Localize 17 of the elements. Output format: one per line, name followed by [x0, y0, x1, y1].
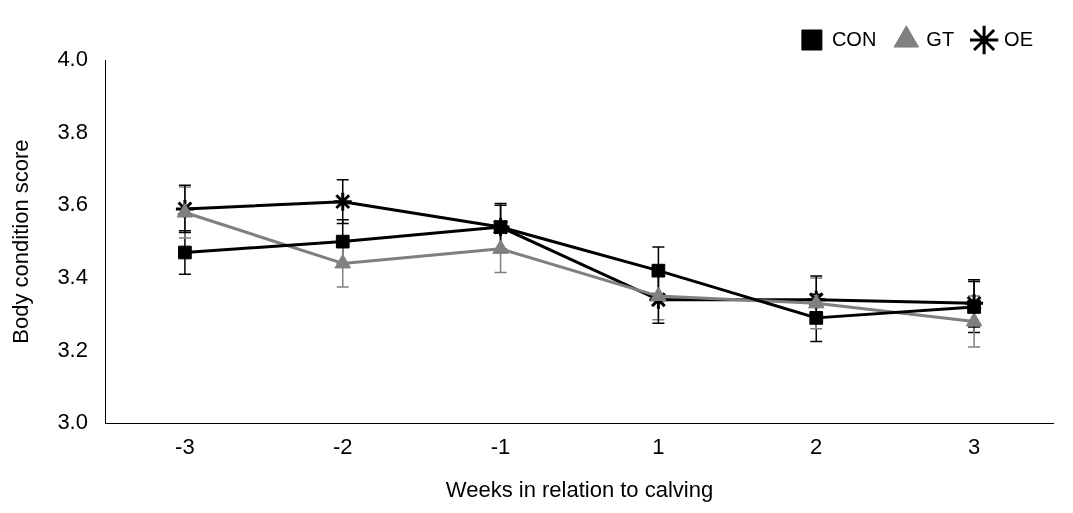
legend-label: OE: [1004, 27, 1034, 50]
legend-label: GT: [926, 27, 955, 50]
y-tick-label: 4.0: [57, 46, 88, 72]
y-axis-title: Body condition score: [8, 139, 34, 344]
y-tick-label: 3.2: [57, 336, 88, 362]
y-tick-label: 3.8: [57, 118, 88, 144]
x-tick-label: 3: [967, 434, 981, 460]
x-tick-label: -2: [332, 434, 353, 460]
x-tick-label: 1: [652, 434, 665, 460]
y-tick-label: 3.6: [57, 191, 88, 217]
y-tick-label: 3.4: [57, 263, 88, 289]
x-tick-label: 2: [810, 434, 823, 460]
legend-label: CON: [831, 27, 877, 50]
x-tick-label: -1: [490, 434, 511, 460]
x-axis-title: Weeks in relation to calving: [445, 476, 714, 502]
y-tick-label: 3.0: [57, 409, 88, 435]
x-tick-label: -3: [175, 434, 195, 460]
